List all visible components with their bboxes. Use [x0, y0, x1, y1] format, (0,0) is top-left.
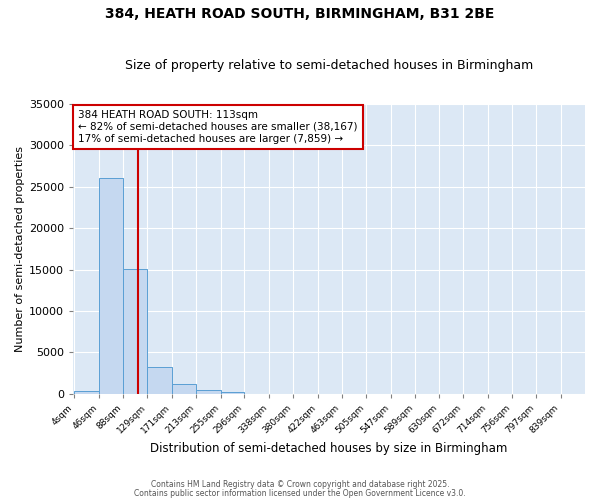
- Bar: [124, 268, 147, 394]
- Text: 384, HEATH ROAD SOUTH, BIRMINGHAM, B31 2BE: 384, HEATH ROAD SOUTH, BIRMINGHAM, B31 2…: [106, 8, 494, 22]
- X-axis label: Distribution of semi-detached houses by size in Birmingham: Distribution of semi-detached houses by …: [151, 442, 508, 455]
- Text: Contains public sector information licensed under the Open Government Licence v3: Contains public sector information licen…: [134, 488, 466, 498]
- Bar: [221, 392, 244, 394]
- Bar: [172, 384, 196, 394]
- Title: Size of property relative to semi-detached houses in Birmingham: Size of property relative to semi-detach…: [125, 59, 533, 72]
- Y-axis label: Number of semi-detached properties: Number of semi-detached properties: [15, 146, 25, 352]
- Bar: [74, 392, 99, 394]
- Bar: [99, 178, 124, 394]
- Text: 384 HEATH ROAD SOUTH: 113sqm
← 82% of semi-detached houses are smaller (38,167)
: 384 HEATH ROAD SOUTH: 113sqm ← 82% of se…: [78, 110, 358, 144]
- Bar: [196, 390, 221, 394]
- Bar: [147, 368, 172, 394]
- Text: Contains HM Land Registry data © Crown copyright and database right 2025.: Contains HM Land Registry data © Crown c…: [151, 480, 449, 489]
